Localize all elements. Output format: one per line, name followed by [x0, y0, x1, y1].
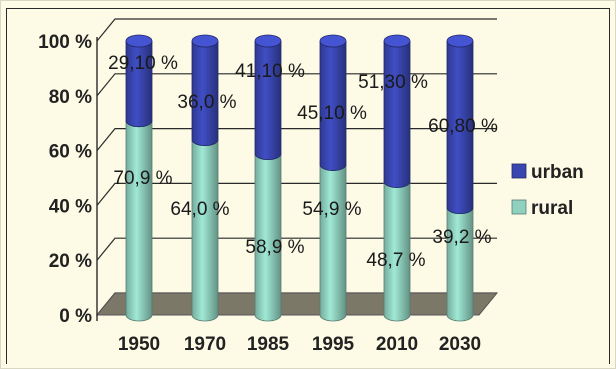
y-tick-label: 40 %: [49, 196, 92, 217]
bar-top-cap: [254, 34, 282, 48]
x-tick-label: 1985: [247, 334, 290, 355]
data-label-urban: 51,30 %: [358, 72, 428, 93]
bar-top-cap: [191, 34, 219, 48]
y-tick-label: 20 %: [49, 251, 92, 272]
gridline: [96, 18, 497, 42]
bar-top-cap: [319, 34, 347, 48]
data-label-rural: 54,9 %: [302, 199, 361, 220]
bar-urban-1985: [254, 40, 282, 161]
x-tick-label: 1995: [312, 334, 355, 355]
gridline: [96, 182, 497, 206]
data-label-urban: 36,0 %: [177, 92, 236, 113]
x-tick-label: 1970: [184, 334, 226, 355]
y-tick-label: 0 %: [59, 306, 92, 327]
data-label-urban: 60,80 %: [428, 116, 498, 137]
data-label-urban: 41,10 %: [235, 61, 305, 82]
data-label-rural: 58,9 %: [245, 237, 304, 258]
data-label-rural: 70,9 %: [113, 168, 172, 189]
gridline: [96, 73, 497, 97]
y-tick-label: 80 %: [49, 87, 92, 108]
chart-floor: [95, 292, 499, 316]
bar-urban-2010: [383, 40, 411, 188]
legend-label-urban: urban: [531, 162, 584, 183]
x-tick-label: 2030: [439, 334, 481, 355]
bar-rural-1950: [125, 120, 153, 322]
y-tick-label: 60 %: [49, 142, 92, 163]
x-tick-label: 2010: [376, 334, 418, 355]
bar-rural-1970: [191, 139, 219, 322]
gridline: [96, 128, 497, 151]
legend-swatch-rural: [511, 199, 527, 215]
chart-back-wall: [115, 37, 497, 293]
legend-label-rural: rural: [531, 198, 573, 219]
data-label-urban: 29,10 %: [108, 53, 178, 74]
y-tick-label: 100 %: [38, 32, 92, 53]
data-label-rural: 48,7 %: [366, 250, 425, 271]
chart-border: [6, 8, 610, 364]
data-label-rural: 64,0 %: [170, 199, 229, 220]
bar-rural-2030: [446, 207, 474, 322]
legend-swatch-urban: [511, 163, 527, 179]
data-label-urban: 45,10 %: [297, 103, 367, 124]
gridline: [96, 237, 497, 261]
data-label-rural: 39,2 %: [432, 227, 491, 248]
bar-rural-1995: [319, 164, 347, 322]
bar-top-cap: [383, 34, 411, 48]
bar-top-cap: [125, 34, 153, 48]
bar-top-cap: [446, 34, 474, 48]
x-tick-label: 1950: [118, 334, 160, 355]
